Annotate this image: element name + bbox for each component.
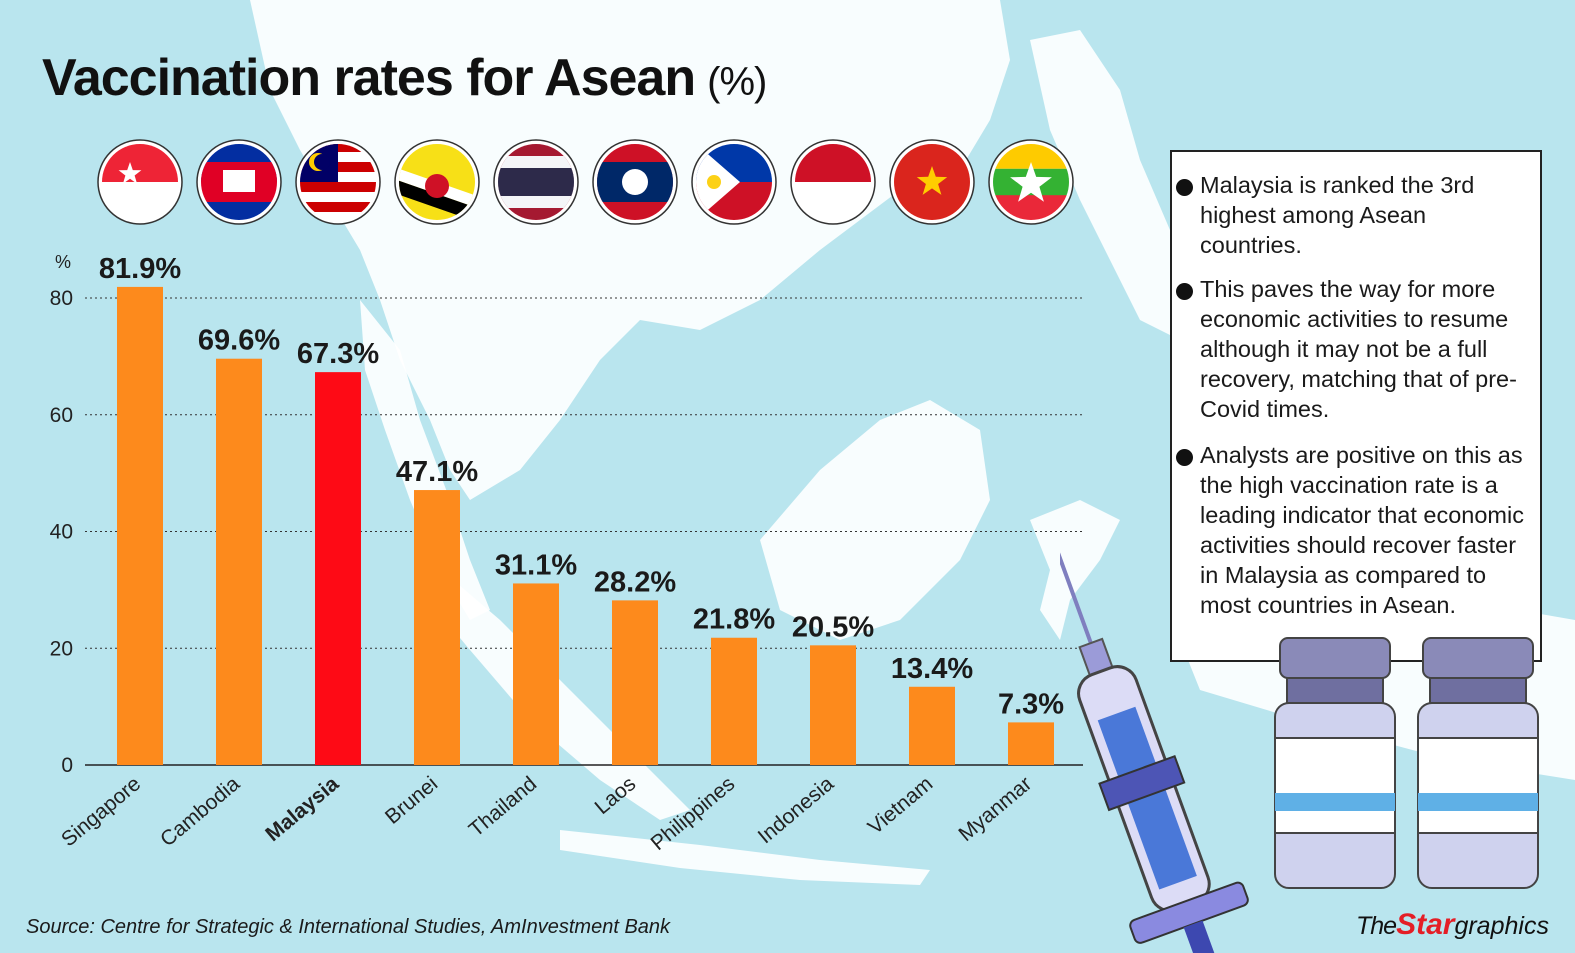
note-text: This paves the way for more economic act… bbox=[1200, 276, 1517, 422]
bar-indonesia bbox=[810, 645, 856, 765]
value-label: 7.3% bbox=[998, 688, 1064, 720]
land-java bbox=[560, 830, 930, 885]
note-item: This paves the way for more economic act… bbox=[1176, 274, 1526, 424]
bullet-icon bbox=[1176, 449, 1193, 466]
value-label: 69.6% bbox=[198, 325, 280, 357]
bar-cambodia bbox=[216, 358, 262, 765]
category-label: Singapore bbox=[57, 772, 145, 851]
y-tick-label: 0 bbox=[61, 754, 73, 777]
land-sulawesi bbox=[1030, 500, 1120, 640]
category-label: Malaysia bbox=[261, 772, 343, 846]
value-label: 67.3% bbox=[297, 338, 379, 370]
y-tick-label: 60 bbox=[50, 404, 73, 427]
category-label: Philippines bbox=[647, 772, 740, 855]
note-text: Analysts are positive on this as the hig… bbox=[1200, 442, 1524, 618]
y-axis-label: % bbox=[55, 252, 71, 272]
laos-flag-icon bbox=[597, 144, 673, 220]
source-note: Source: Centre for Strategic & Internati… bbox=[26, 916, 671, 938]
vial-icon bbox=[1274, 637, 1396, 889]
value-label: 21.8% bbox=[693, 604, 775, 636]
notes-box: Malaysia is ranked the 3rd highest among… bbox=[1170, 150, 1542, 662]
brand-star: Star bbox=[1396, 908, 1455, 941]
bar-malaysia bbox=[315, 372, 361, 765]
category-label: Indonesia bbox=[754, 772, 839, 848]
bar-vietnam bbox=[909, 686, 955, 765]
land-philippines bbox=[1030, 30, 1200, 340]
vial-icon bbox=[1417, 637, 1539, 889]
thailand-flag-icon bbox=[498, 144, 574, 220]
bullet-icon bbox=[1176, 283, 1193, 300]
bar-myanmar bbox=[1008, 722, 1054, 765]
bar-thailand bbox=[513, 583, 559, 765]
brand-logo: TheStargraphics bbox=[1356, 908, 1549, 942]
category-label: Cambodia bbox=[156, 772, 244, 851]
land-borneo bbox=[760, 400, 990, 640]
bar-laos bbox=[612, 600, 658, 765]
title-text: Vaccination rates for Asean bbox=[42, 49, 696, 107]
bar-brunei bbox=[414, 490, 460, 765]
malaysia-flag-icon bbox=[300, 144, 376, 220]
y-tick-label: 80 bbox=[50, 287, 73, 310]
vietnam-flag-icon bbox=[894, 144, 970, 220]
category-label: Vietnam bbox=[864, 772, 938, 839]
bar-philippines bbox=[711, 637, 757, 765]
y-tick-label: 40 bbox=[50, 521, 73, 544]
value-label: 81.9% bbox=[99, 253, 181, 285]
y-tick-label: 20 bbox=[50, 637, 73, 660]
land-indochina bbox=[250, 0, 1010, 500]
value-label: 13.4% bbox=[891, 653, 973, 685]
brunei-flag-icon bbox=[399, 144, 475, 220]
title-unit: (%) bbox=[707, 60, 767, 104]
syringe-icon bbox=[1060, 459, 1249, 953]
value-label: 47.1% bbox=[396, 456, 478, 488]
category-label: Laos bbox=[591, 772, 641, 819]
note-item: Malaysia is ranked the 3rd highest among… bbox=[1176, 170, 1526, 260]
brand-graphics: graphics bbox=[1454, 912, 1549, 940]
note-item: Analysts are positive on this as the hig… bbox=[1176, 440, 1526, 620]
category-label: Thailand bbox=[465, 772, 541, 841]
note-text: Malaysia is ranked the 3rd highest among… bbox=[1200, 172, 1475, 258]
category-label: Myanmar bbox=[954, 772, 1036, 846]
bar-chart: % 0 20 40 60 80 81.9% Singapore 69.6% Cambodia 67.… bbox=[50, 139, 1083, 855]
value-label: 31.1% bbox=[495, 549, 577, 581]
value-label: 20.5% bbox=[792, 611, 874, 643]
brand-the: The bbox=[1356, 912, 1397, 940]
bullet-icon bbox=[1176, 179, 1193, 196]
bar-singapore bbox=[117, 286, 163, 765]
vaccine-illustration bbox=[1060, 459, 1539, 953]
category-label: Brunei bbox=[381, 772, 442, 829]
value-label: 28.2% bbox=[594, 566, 676, 598]
page-title: Vaccination rates for Asean (%) bbox=[42, 48, 767, 108]
